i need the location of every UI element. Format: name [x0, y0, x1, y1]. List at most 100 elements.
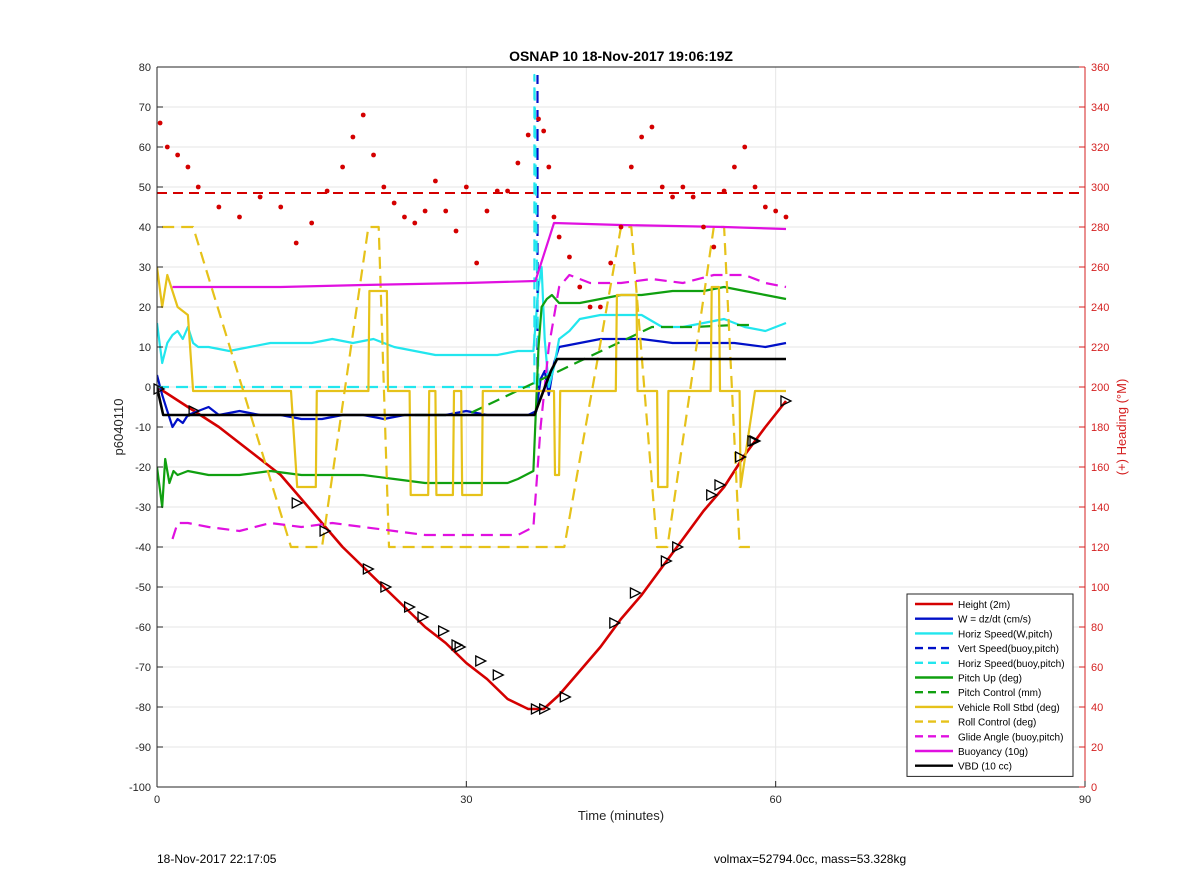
series-line-horiz-speed-buoy-pitch [157, 73, 540, 389]
y-tick-label: 20 [139, 302, 151, 314]
y2-tick-label: 220 [1091, 342, 1109, 354]
heading-dot [412, 220, 418, 226]
y2-tick-label: 260 [1091, 262, 1109, 274]
series-line-vehicle-roll-stbd-deg [157, 266, 786, 497]
heading-dot [597, 304, 603, 310]
heading-dot [494, 188, 500, 194]
x-tick-label: 0 [154, 794, 160, 806]
series-line-horiz-speed-w-pitch [157, 265, 787, 389]
heading-dot [721, 188, 727, 194]
legend-label: Roll Control (deg) [958, 718, 1036, 729]
heading-dot [587, 304, 593, 310]
y2-tick-label: 200 [1091, 382, 1109, 394]
legend-label: Pitch Up (deg) [958, 674, 1022, 685]
dive-marker [706, 488, 719, 502]
y2-tick-label: 80 [1091, 622, 1103, 634]
heading-dot [577, 284, 583, 290]
y2-tick-label: 300 [1091, 182, 1109, 194]
y-axis-label: p6040110 [111, 399, 126, 456]
legend-label: VBD (10 cc) [958, 762, 1012, 773]
y-tick-label: 60 [139, 142, 151, 154]
heading-dot [402, 214, 407, 220]
dive-marker [291, 496, 304, 510]
series-line-buoyancy-10g [172, 221, 787, 289]
heading-dot [164, 144, 170, 150]
y2-tick-label: 360 [1091, 62, 1109, 74]
y2-tick-label: 340 [1091, 102, 1109, 114]
heading-dot [567, 254, 572, 260]
heading-dot [195, 184, 201, 190]
heading-dot [237, 214, 242, 220]
heading-dot [185, 164, 191, 170]
dive-marker [475, 654, 488, 668]
x-tick-label: 90 [1079, 794, 1091, 806]
heading-dot [324, 188, 330, 194]
heading-dot [762, 204, 768, 210]
heading-dot [742, 144, 748, 150]
heading-dot [732, 164, 737, 170]
legend-label: W = dz/dt (cm/s) [958, 615, 1031, 626]
heading-dot [556, 234, 562, 240]
legend-label: Height (2m) [958, 600, 1010, 611]
heading-dot [536, 116, 541, 122]
heading-dot [525, 132, 531, 138]
heading-dot [157, 120, 163, 126]
dive-marker [188, 404, 201, 418]
dive-marker [403, 600, 417, 614]
y-tick-label: -80 [135, 702, 151, 714]
y2-tick-label: 280 [1091, 222, 1109, 234]
y-tick-label: -70 [135, 662, 151, 674]
dive-marker [319, 524, 332, 538]
heading-dot [216, 204, 222, 210]
heading-dot [670, 194, 675, 200]
y-tick-label: -10 [135, 422, 151, 434]
y-tick-label: -30 [135, 502, 151, 514]
dive-marker [559, 690, 572, 704]
y2-tick-label: 160 [1091, 462, 1109, 474]
heading-dot [371, 152, 376, 158]
grid [156, 66, 1086, 788]
dive-marker [454, 640, 467, 654]
y-tick-label: 70 [139, 102, 151, 114]
heading-dot [711, 244, 717, 250]
y-tick-label: -40 [135, 542, 151, 554]
y-tick-label: -100 [129, 782, 151, 794]
y-tick-label: -20 [135, 462, 151, 474]
dive-marker [492, 668, 505, 682]
dive-marker [380, 580, 393, 594]
heading-dot [546, 164, 552, 170]
y2-axis-label: (+) Heading (°M) [1114, 379, 1129, 476]
heading-dot [608, 260, 614, 266]
heading-dot [783, 214, 789, 220]
legend-label: Pitch Control (mm) [958, 688, 1041, 699]
y-tick-label: 80 [139, 62, 151, 74]
y2-tick-label: 0 [1091, 782, 1097, 794]
heading-dot [293, 240, 299, 246]
dive-marker [629, 586, 642, 600]
heading-dot [752, 184, 758, 190]
axes: 0 30 60 90-100-90-80-70-60-50-40-30-20-1001… [129, 62, 1109, 806]
chart-title: OSNAP 10 18-Nov-2017 19:06:19Z [509, 48, 733, 64]
heading-dot [680, 184, 686, 190]
y2-tick-label: 60 [1091, 662, 1103, 674]
heading-dot [505, 188, 510, 194]
y-tick-label: -60 [135, 622, 151, 634]
y-tick-label: 30 [139, 262, 151, 274]
y-tick-label: 50 [139, 182, 151, 194]
series-line-pitch-up-deg [157, 285, 787, 509]
dive-marker [417, 610, 430, 624]
y2-tick-label: 320 [1091, 142, 1109, 154]
y2-tick-label: 240 [1091, 302, 1109, 314]
heading-dot [463, 184, 469, 190]
legend-label: Glide Angle (buoy,pitch) [958, 732, 1063, 743]
heading-dot [278, 204, 284, 210]
y2-tick-label: 20 [1091, 742, 1103, 754]
dive-marker [609, 616, 622, 630]
dive-marker [437, 624, 451, 638]
heading-dot [773, 208, 779, 214]
heading-dot [628, 164, 634, 170]
heading-dot [659, 184, 665, 190]
y2-tick-label: 100 [1091, 582, 1109, 594]
heading-dot [350, 134, 356, 140]
